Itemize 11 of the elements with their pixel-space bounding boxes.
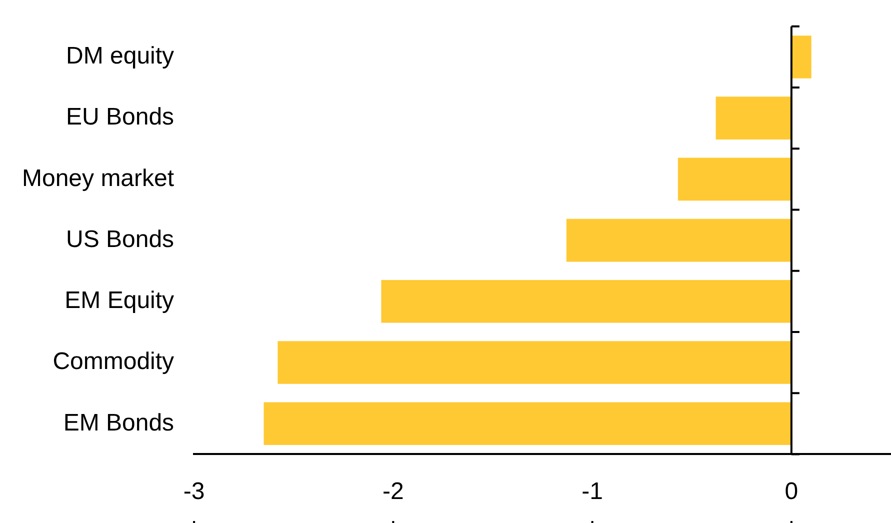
y-tick-label: EM Bonds bbox=[63, 409, 174, 436]
y-tick-label: US Bonds bbox=[66, 226, 174, 253]
y-tick-label: EM Equity bbox=[64, 287, 174, 314]
x-tick-label: 0 bbox=[784, 478, 798, 506]
y-tick-label: Commodity bbox=[52, 348, 174, 376]
x-tick-label: -2 bbox=[382, 478, 404, 506]
y-tick-label: Money market bbox=[22, 164, 174, 192]
x-tick-label: -3 bbox=[183, 478, 205, 506]
y-tick-label: EU Bonds bbox=[66, 104, 174, 131]
y-tick-label: DM equity bbox=[66, 42, 174, 70]
x-tick-label: -1 bbox=[582, 478, 603, 506]
